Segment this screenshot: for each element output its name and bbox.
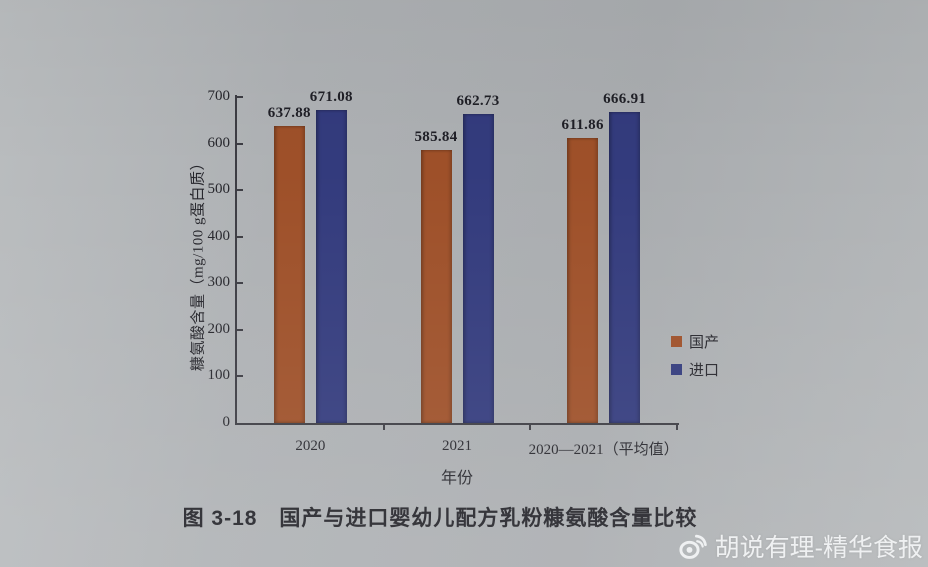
bar-domestic-1 bbox=[420, 150, 452, 423]
bar-imported-2 bbox=[609, 112, 641, 423]
x-category-label: 2020 bbox=[295, 438, 326, 454]
watermark: 胡说有理-精华食报 bbox=[677, 528, 923, 564]
y-tick bbox=[237, 328, 243, 331]
y-tick-label: 700 bbox=[207, 88, 231, 104]
legend-item-domestic: 国产 bbox=[671, 331, 719, 352]
weibo-icon bbox=[677, 531, 708, 561]
x-category-label: 2021 bbox=[442, 438, 472, 454]
bar-domestic-0 bbox=[273, 125, 305, 423]
y-tick-label: 400 bbox=[207, 227, 231, 244]
data-label: 671.08 bbox=[309, 89, 353, 106]
y-tick bbox=[237, 189, 243, 192]
bar-domestic-2 bbox=[567, 138, 599, 423]
x-axis bbox=[235, 423, 679, 425]
y-tick-label: 200 bbox=[207, 320, 231, 337]
watermark-text: 胡说有理-精华食报 bbox=[714, 534, 923, 562]
y-tick-label: 300 bbox=[207, 274, 231, 291]
data-label: 637.88 bbox=[267, 104, 311, 121]
y-tick bbox=[237, 375, 243, 378]
x-category-label: 2020—2021（平均值） bbox=[528, 442, 679, 458]
y-tick bbox=[237, 235, 243, 238]
x-tick bbox=[529, 423, 532, 430]
y-tick-label: 500 bbox=[207, 181, 231, 198]
bar-imported-1 bbox=[462, 114, 494, 423]
y-tick-label: 600 bbox=[207, 134, 231, 151]
imported-swatch-icon bbox=[671, 364, 682, 375]
data-label: 662.73 bbox=[456, 93, 500, 110]
y-tick bbox=[237, 282, 243, 285]
data-label: 611.86 bbox=[561, 117, 604, 134]
y-axis bbox=[235, 95, 237, 425]
x-axis-title: 年份 bbox=[440, 470, 473, 487]
legend-label-domestic: 国产 bbox=[689, 335, 720, 351]
x-tick bbox=[382, 423, 385, 430]
data-label: 666.91 bbox=[603, 91, 647, 108]
y-tick-label: 100 bbox=[207, 367, 231, 384]
legend-label-imported: 进口 bbox=[689, 363, 720, 379]
x-tick bbox=[676, 423, 678, 430]
bar-imported-0 bbox=[315, 110, 347, 423]
y-tick-label: 0 bbox=[222, 414, 231, 430]
data-label: 585.84 bbox=[414, 129, 458, 146]
y-tick bbox=[237, 142, 243, 145]
figure-caption: 图 3-18 国产与进口婴幼儿配方乳粉糠氨酸含量比较 bbox=[182, 507, 698, 530]
legend-item-imported: 进口 bbox=[671, 359, 719, 380]
domestic-swatch-icon bbox=[671, 336, 682, 347]
legend: 国产 进口 bbox=[671, 331, 719, 380]
y-tick bbox=[237, 96, 243, 98]
